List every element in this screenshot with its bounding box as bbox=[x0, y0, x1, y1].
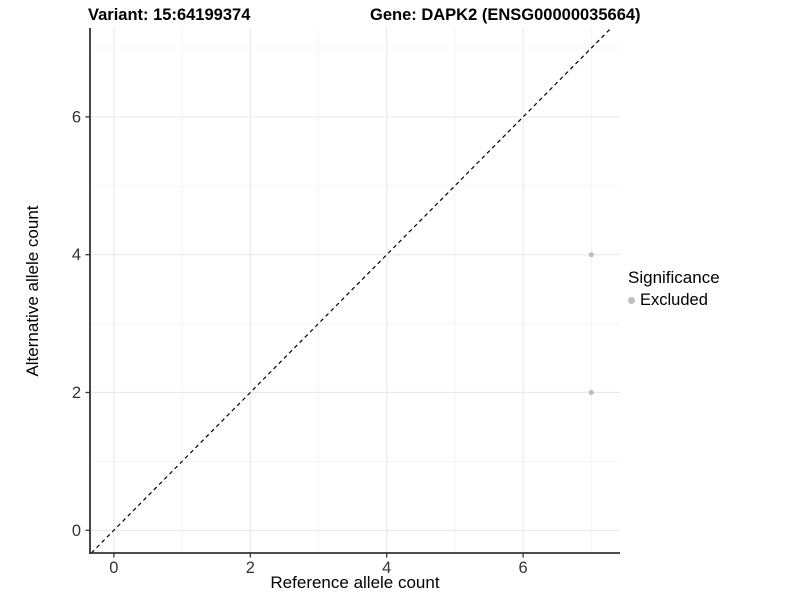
legend-key-dot-icon bbox=[628, 297, 635, 304]
data-point bbox=[588, 252, 594, 258]
x-tick-label: 4 bbox=[382, 559, 391, 577]
y-tick-label: 4 bbox=[72, 246, 81, 264]
identity-line bbox=[90, 27, 612, 554]
y-tick-label: 0 bbox=[72, 522, 81, 540]
plot-title-variant: Variant: 15:64199374 bbox=[88, 6, 251, 24]
legend: Significance Excluded bbox=[628, 268, 720, 310]
x-tick-label: 2 bbox=[246, 559, 255, 577]
x-tick-label: 6 bbox=[519, 559, 528, 577]
y-tick-label: 6 bbox=[72, 108, 81, 126]
x-tick-label: 0 bbox=[109, 559, 118, 577]
x-axis-title: Reference allele count bbox=[270, 573, 440, 592]
plot-title-gene: Gene: DAPK2 (ENSG00000035664) bbox=[370, 6, 641, 24]
legend-item-excluded: Excluded bbox=[628, 291, 720, 310]
legend-title: Significance bbox=[628, 268, 720, 287]
data-point bbox=[588, 389, 594, 396]
y-tick-label: 2 bbox=[72, 384, 81, 402]
legend-item-label: Excluded bbox=[640, 291, 708, 309]
y-axis-title: Alternative allele count bbox=[23, 205, 42, 377]
